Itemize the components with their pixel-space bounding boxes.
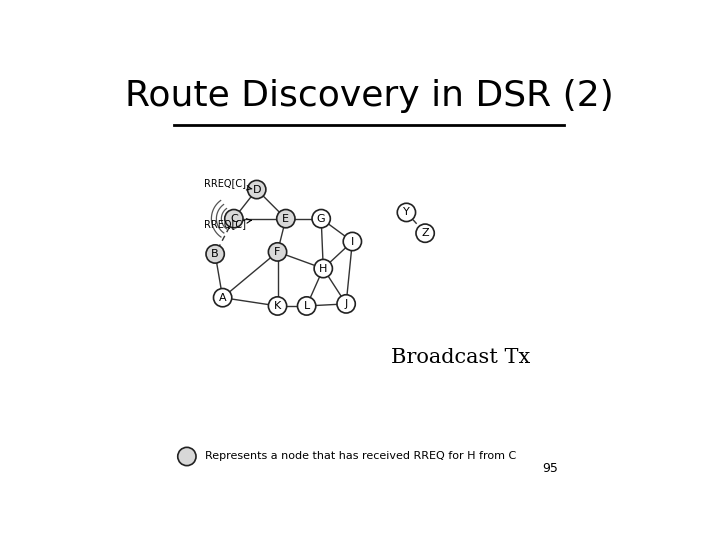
Text: F: F: [274, 247, 281, 257]
Text: Represents a node that has received RREQ for H from C: Represents a node that has received RREQ…: [204, 451, 516, 462]
Circle shape: [297, 297, 316, 315]
Text: I: I: [351, 237, 354, 247]
Text: C: C: [230, 214, 238, 224]
Text: K: K: [274, 301, 281, 311]
Text: J: J: [344, 299, 348, 309]
Text: E: E: [282, 214, 289, 224]
Circle shape: [337, 295, 355, 313]
Text: D: D: [253, 185, 261, 194]
Text: A: A: [219, 293, 227, 302]
Circle shape: [214, 288, 232, 307]
Circle shape: [206, 245, 225, 263]
Text: RREQ[C]: RREQ[C]: [204, 178, 252, 190]
Circle shape: [314, 259, 333, 278]
Text: Z: Z: [421, 228, 429, 238]
Text: H: H: [319, 264, 328, 274]
Circle shape: [343, 232, 361, 251]
Circle shape: [269, 297, 287, 315]
Text: G: G: [317, 214, 325, 224]
Text: L: L: [304, 301, 310, 311]
Text: 95: 95: [542, 462, 558, 475]
Circle shape: [276, 210, 295, 228]
Text: RREQ[C]: RREQ[C]: [204, 219, 251, 228]
Circle shape: [312, 210, 330, 228]
Circle shape: [269, 243, 287, 261]
Text: Y: Y: [403, 207, 410, 218]
Text: B: B: [212, 249, 219, 259]
Circle shape: [397, 203, 415, 221]
Text: Broadcast Tx: Broadcast Tx: [391, 348, 530, 367]
Circle shape: [248, 180, 266, 199]
Circle shape: [178, 447, 196, 465]
Text: Route Discovery in DSR (2): Route Discovery in DSR (2): [125, 79, 613, 113]
Circle shape: [225, 210, 243, 228]
Circle shape: [416, 224, 434, 242]
